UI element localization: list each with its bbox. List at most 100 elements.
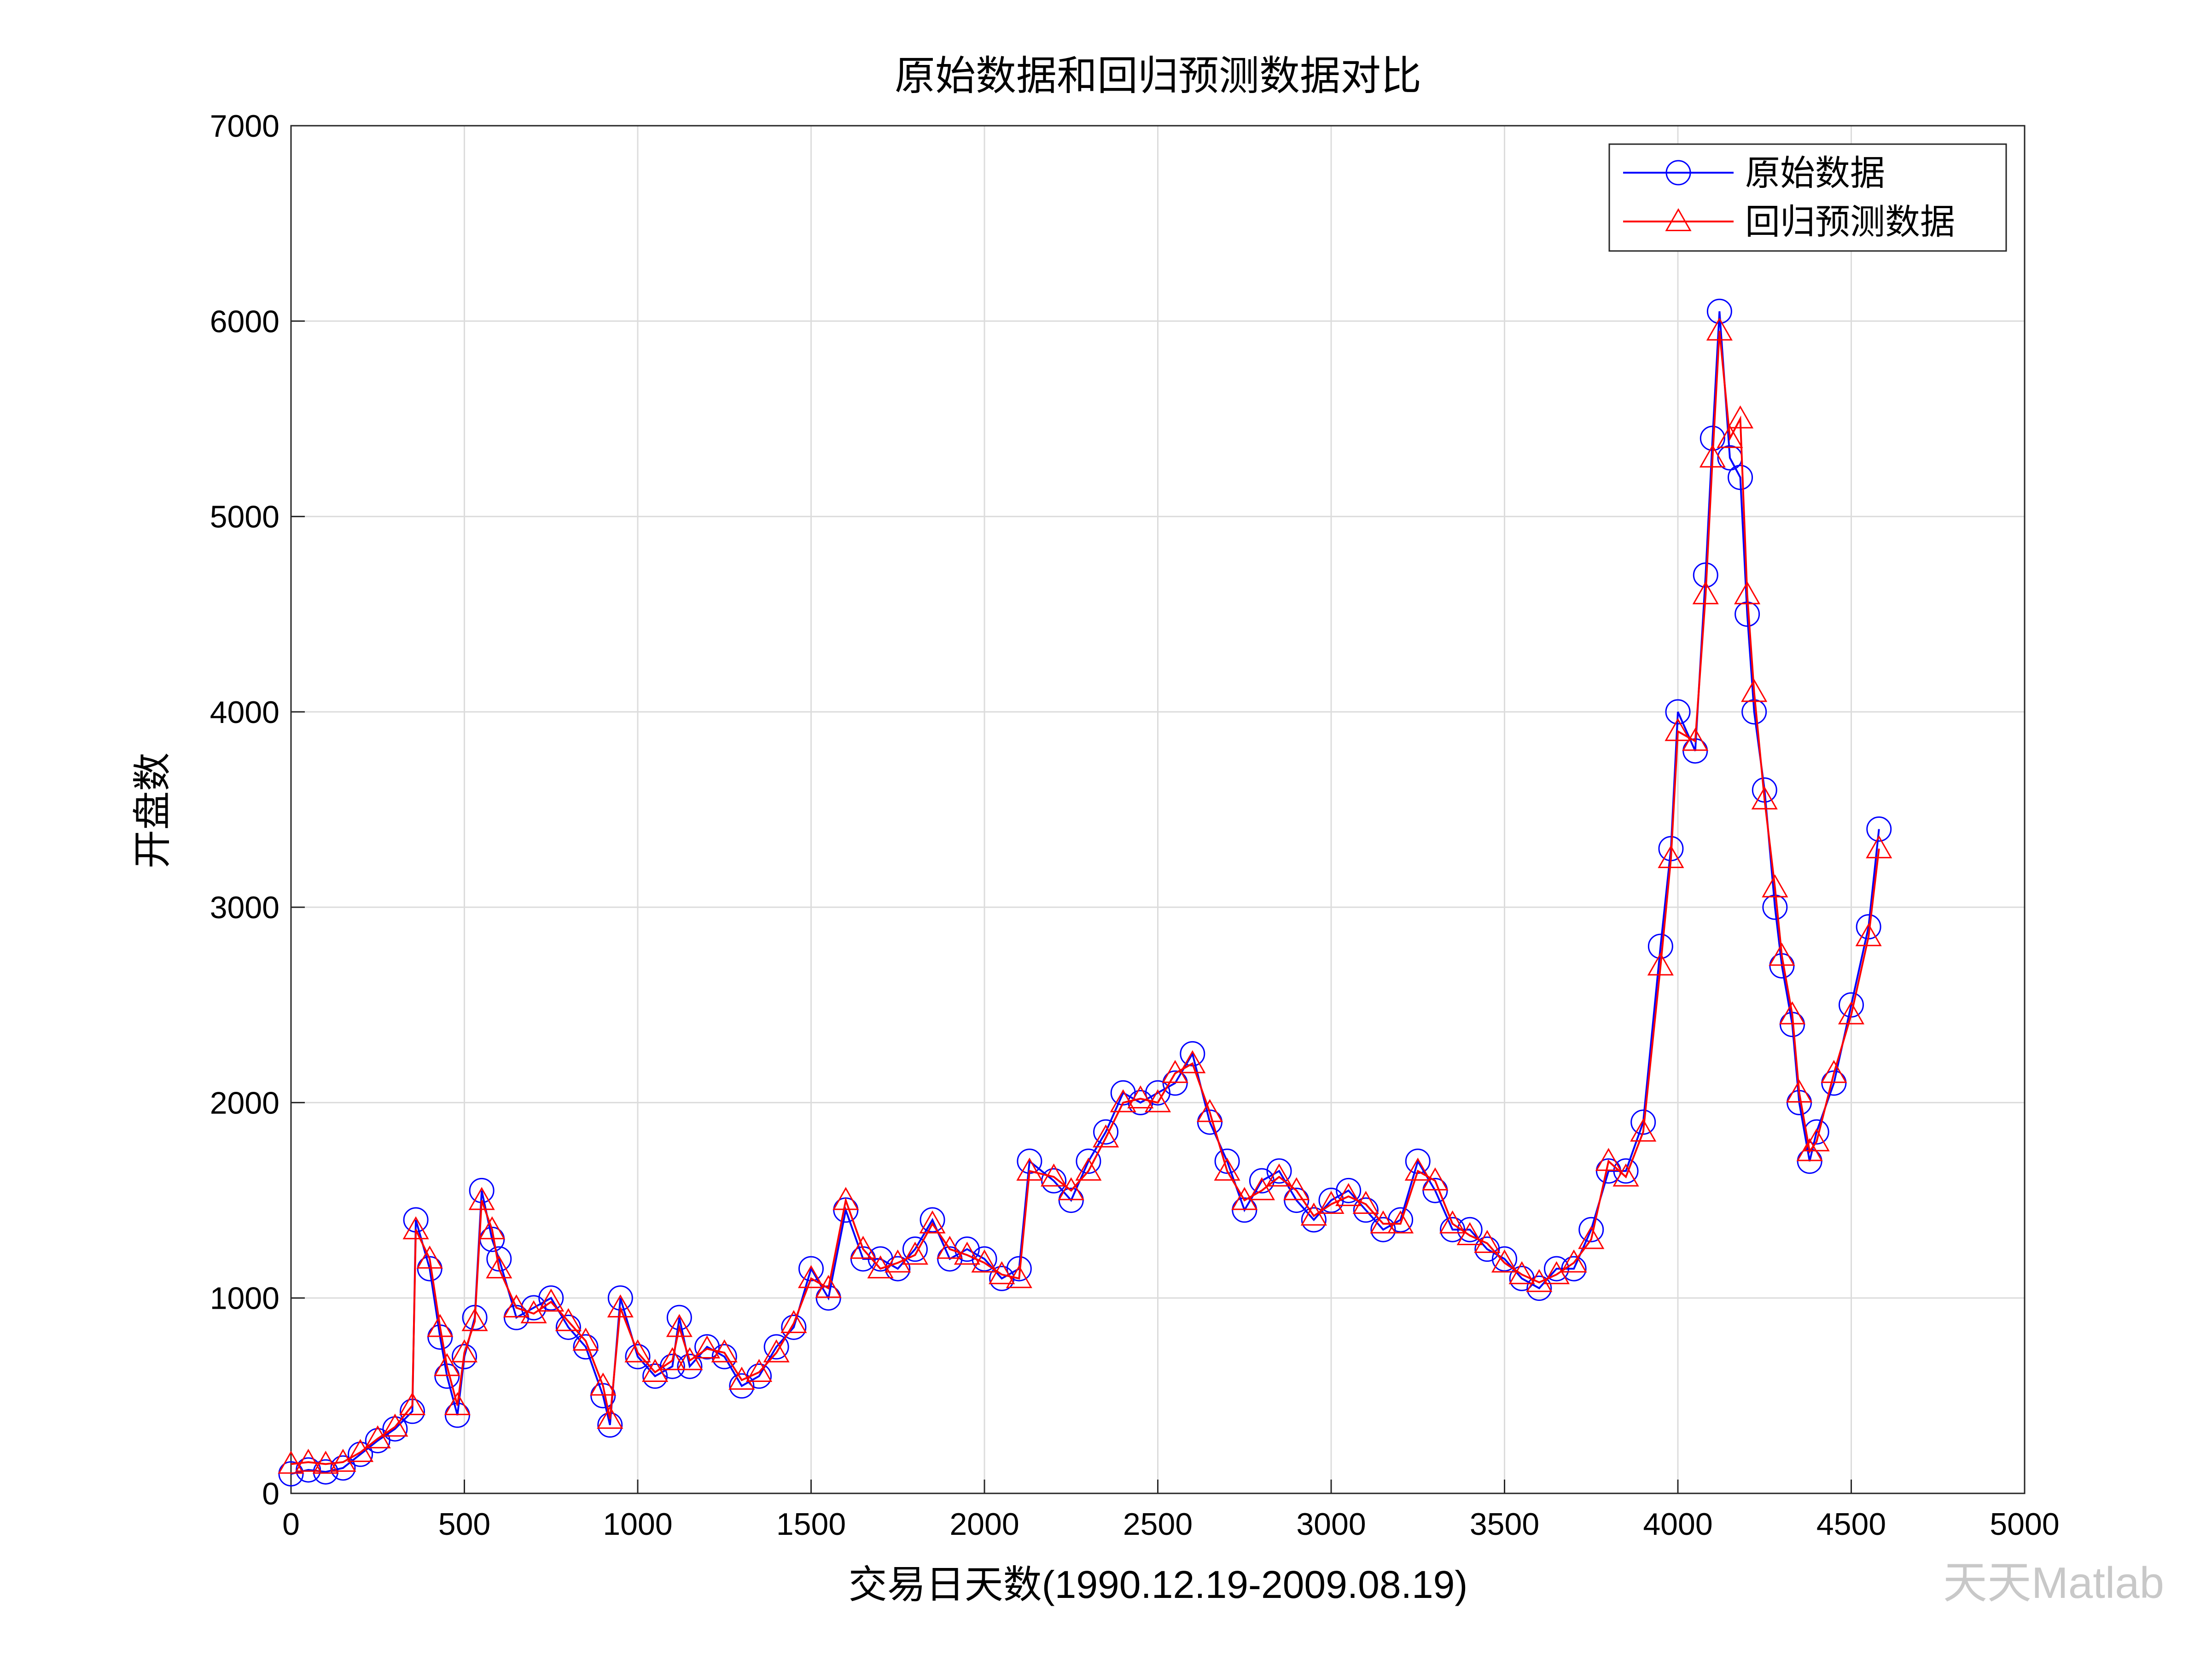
marker xyxy=(1734,581,1761,605)
marker xyxy=(479,1216,506,1240)
x-tick-label: 4500 xyxy=(1816,1507,1886,1542)
marker xyxy=(1110,1089,1136,1113)
marker xyxy=(1578,1217,1604,1242)
marker xyxy=(572,1328,599,1351)
marker xyxy=(1387,1210,1414,1234)
x-axis-label: 交易日天数(1990.12.19-2009.08.19) xyxy=(849,1563,1468,1606)
marker xyxy=(694,1334,720,1360)
marker xyxy=(1370,1217,1396,1242)
marker xyxy=(503,1294,530,1317)
marker xyxy=(1727,405,1754,429)
marker xyxy=(348,1441,373,1467)
marker xyxy=(659,1347,686,1370)
marker xyxy=(1404,1157,1431,1181)
marker xyxy=(1526,1269,1553,1292)
marker xyxy=(486,1255,512,1279)
marker xyxy=(937,1236,963,1259)
marker xyxy=(520,1300,547,1323)
marker xyxy=(1543,1256,1569,1282)
marker xyxy=(1422,1167,1449,1191)
marker xyxy=(295,1449,322,1472)
marker xyxy=(402,1216,429,1240)
marker xyxy=(1283,1177,1310,1201)
marker xyxy=(745,1358,773,1382)
marker xyxy=(1179,1050,1206,1073)
marker xyxy=(1093,1119,1119,1145)
marker xyxy=(451,1339,478,1363)
legend-label: 回归预测数据 xyxy=(1745,203,1955,242)
marker xyxy=(1128,1090,1153,1115)
marker xyxy=(1612,1163,1639,1187)
marker xyxy=(972,1246,997,1272)
axes-box xyxy=(290,125,2026,1494)
marker xyxy=(1779,1001,1806,1025)
x-tick-label: 2000 xyxy=(949,1507,1019,1542)
y-axis-label: 开盘数 xyxy=(131,752,174,868)
marker xyxy=(312,1451,339,1474)
chart-title: 原始数据和回归预测数据对比 xyxy=(895,53,1421,99)
marker xyxy=(538,1288,565,1312)
marker xyxy=(444,1392,471,1416)
y-tick-label: 2000 xyxy=(210,1085,279,1120)
marker xyxy=(1284,1188,1310,1213)
marker xyxy=(1682,728,1709,751)
marker xyxy=(1821,1060,1847,1083)
marker xyxy=(399,1392,426,1416)
marker xyxy=(1440,1217,1466,1242)
marker xyxy=(1658,845,1684,868)
marker xyxy=(278,1461,304,1487)
marker xyxy=(1214,1148,1240,1174)
y-tick-label: 4000 xyxy=(210,695,279,730)
marker xyxy=(347,1439,374,1462)
marker xyxy=(1016,1157,1043,1181)
marker xyxy=(1762,874,1788,898)
marker xyxy=(427,1314,454,1337)
marker xyxy=(1092,1124,1119,1148)
marker xyxy=(1595,1148,1622,1171)
marker xyxy=(1041,1163,1067,1187)
marker xyxy=(902,1236,928,1262)
marker xyxy=(885,1249,911,1273)
marker xyxy=(555,1308,582,1331)
y-tick-label: 0 xyxy=(262,1476,279,1511)
marker xyxy=(797,1265,825,1288)
marker xyxy=(1075,1157,1102,1181)
marker xyxy=(989,1265,1015,1291)
marker xyxy=(920,1207,945,1233)
marker xyxy=(590,1372,617,1396)
marker xyxy=(711,1344,737,1370)
marker xyxy=(1665,699,1691,725)
marker xyxy=(989,1261,1015,1284)
marker xyxy=(1786,1079,1813,1103)
watermark: 天天Matlab xyxy=(1943,1558,2164,1608)
marker xyxy=(1301,1207,1327,1233)
marker xyxy=(902,1241,928,1265)
x-tick-label: 2500 xyxy=(1123,1507,1193,1542)
marker xyxy=(1741,679,1768,702)
marker xyxy=(850,1236,877,1259)
marker xyxy=(937,1246,963,1272)
marker xyxy=(1855,923,1882,946)
marker xyxy=(607,1294,634,1317)
marker xyxy=(954,1241,980,1265)
marker xyxy=(1543,1261,1570,1284)
y-tick-label: 6000 xyxy=(210,304,279,339)
marker xyxy=(815,1275,842,1298)
marker xyxy=(832,1187,859,1210)
marker xyxy=(1665,208,1692,231)
marker xyxy=(1706,317,1733,341)
marker xyxy=(452,1344,477,1370)
marker xyxy=(659,1353,685,1379)
marker xyxy=(642,1363,668,1389)
marker xyxy=(1145,1080,1170,1106)
marker xyxy=(1266,1158,1292,1184)
marker xyxy=(763,1339,790,1363)
marker xyxy=(434,1353,460,1376)
marker xyxy=(1578,1226,1605,1249)
marker xyxy=(625,1344,651,1370)
marker xyxy=(278,1451,304,1474)
marker xyxy=(728,1366,755,1390)
y-tick-label: 3000 xyxy=(210,890,279,925)
marker xyxy=(1866,835,1892,858)
